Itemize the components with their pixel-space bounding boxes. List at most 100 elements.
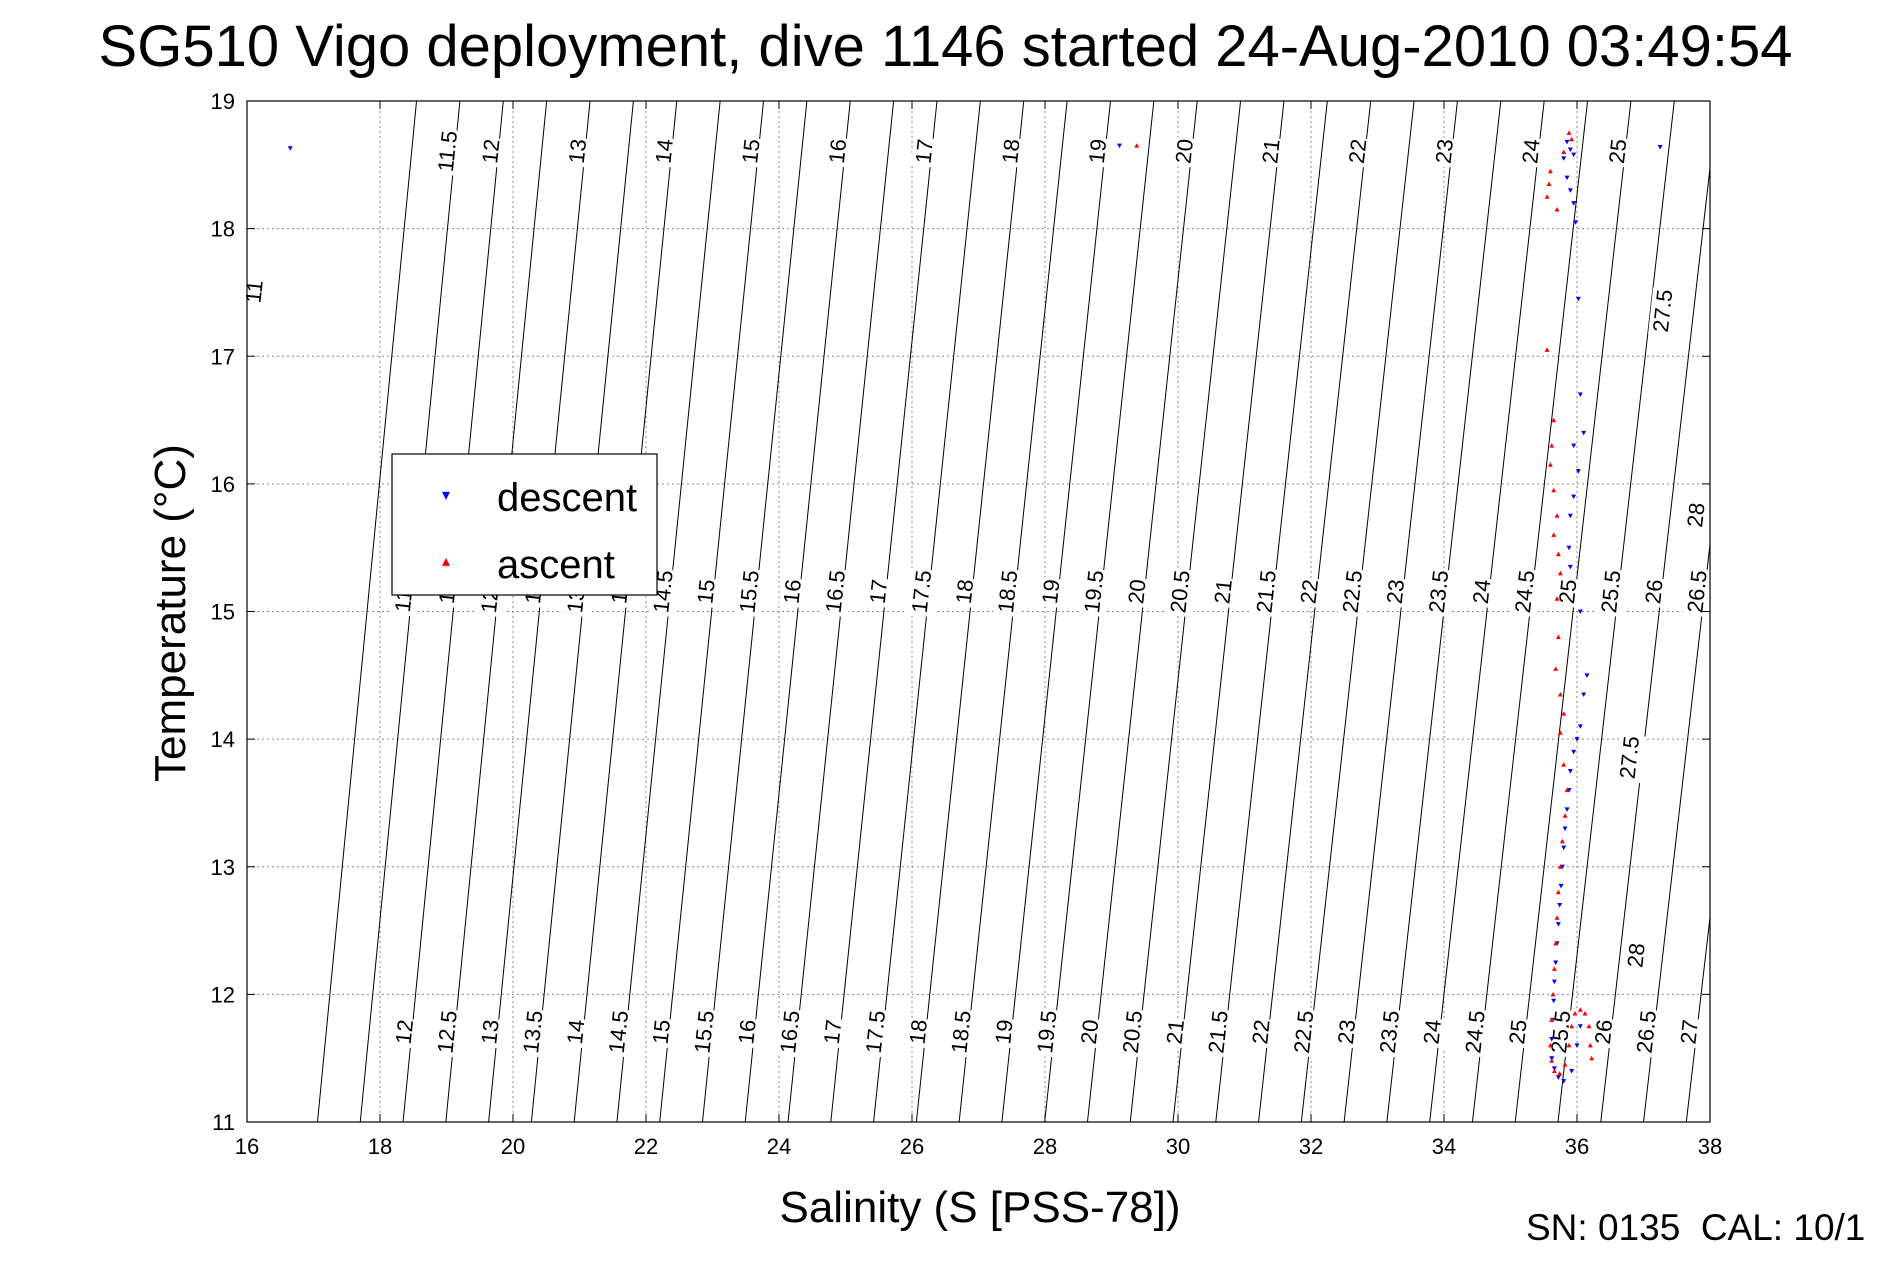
isopycnal-label-background — [1589, 1017, 1620, 1049]
descent-point — [1553, 960, 1559, 965]
isopycnal-label: 15 — [692, 578, 719, 605]
descent-point — [1574, 1043, 1580, 1048]
isopycnal-label: 14.5 — [604, 1009, 633, 1054]
isopycnal-label-background — [562, 1017, 592, 1049]
isopycnal-label-group: 26.5 — [1682, 567, 1715, 618]
isopycnal-label: 24.5 — [1460, 1009, 1489, 1054]
isopycnal-label-background — [1123, 577, 1154, 609]
isopycnal-line — [573, 101, 678, 1122]
ascent-point — [1546, 181, 1552, 186]
isopycnal-label-background — [823, 136, 854, 169]
descent-point — [1575, 469, 1581, 474]
isopycnal-label-background — [1430, 136, 1461, 169]
isopycnal-label-group: 19 — [990, 1017, 1021, 1049]
isopycnal-label-background — [1682, 567, 1715, 618]
isopycnal-label-group: 24 — [1517, 136, 1548, 169]
x-tick-label: 26 — [900, 1134, 924, 1159]
isopycnal-label: 20 — [1076, 1018, 1103, 1045]
descent-point — [1577, 724, 1583, 729]
isopycnal-label: 25 — [1504, 1018, 1531, 1045]
isopycnal-label-group: 21.5 — [1203, 1008, 1236, 1058]
isopycnal-label-background — [910, 136, 941, 169]
isopycnal-label-group: 23.5 — [1375, 1008, 1407, 1058]
isopycnal-label-group: 27 — [1675, 1017, 1706, 1049]
isopycnal-label-group: 19 — [1084, 136, 1114, 169]
isopycnal-label: 16.5 — [821, 569, 850, 614]
isopycnal-label-group: 21.5 — [1251, 567, 1284, 618]
isopycnal-label: 18.5 — [993, 569, 1022, 614]
ascent-point — [1587, 1042, 1593, 1048]
isopycnal-label-group: 25 — [1604, 136, 1635, 169]
isopycnal-label-group: 20.5 — [1117, 1008, 1150, 1058]
descent-point — [1657, 144, 1663, 150]
descent-point — [1567, 564, 1573, 570]
ascent-point — [1555, 889, 1561, 895]
y-tick-label: 11 — [212, 1110, 235, 1135]
isopycnal-label-group: 19.5 — [1079, 567, 1112, 618]
ascent-point — [1551, 966, 1557, 971]
isopycnal-label: 13 — [564, 138, 591, 165]
x-tick-label: 38 — [1698, 1134, 1722, 1159]
y-tick-label: 16 — [211, 472, 235, 497]
ascent-point — [1557, 864, 1563, 869]
ascent-point — [1554, 513, 1560, 518]
descent-point — [1567, 769, 1573, 774]
isopycnal-label-background — [647, 1017, 678, 1049]
descent-point — [1581, 430, 1587, 436]
axis-ticks: 16 18 20 22 24 26 28 30 32 34 36 38 11 12 13 14 15 16 17 18… — [211, 89, 1723, 1159]
ascent-point — [1582, 1011, 1588, 1016]
isopycnal-label: 27.5 — [1648, 288, 1677, 333]
y-tick-label: 13 — [211, 855, 235, 880]
isopycnal-label: 26 — [1640, 578, 1667, 605]
isopycnal-label-background — [432, 1008, 465, 1058]
isopycnal-label: 12 — [391, 1018, 418, 1045]
ascent-point — [1550, 991, 1556, 997]
isopycnal-label: 19.5 — [1032, 1009, 1061, 1054]
isopycnal-label-group: 15 — [737, 136, 768, 169]
isopycnal-label-group: 16 — [733, 1017, 764, 1049]
isopycnal-label-group: 28 — [1682, 500, 1713, 532]
isopycnal-label-group: 21 — [1257, 136, 1288, 169]
isopycnal-label: 21 — [1209, 578, 1236, 605]
descent-point — [1577, 609, 1583, 614]
isopycnal-label-group: 20 — [1171, 136, 1201, 169]
isopycnal-label-group: 25.5 — [1546, 1008, 1579, 1058]
descent-point — [1571, 443, 1577, 449]
isopycnal-label: 11.5 — [433, 129, 462, 173]
isopycnal-label-background — [1084, 136, 1114, 169]
isopycnal-label: 24.5 — [1510, 569, 1539, 614]
serial-calibration-note: SN: 0135 CAL: 10/1 — [1526, 1207, 1866, 1248]
isopycnal-label-background — [433, 128, 465, 177]
isopycnal-label-background — [603, 1008, 636, 1058]
isopycnal-label-background — [1604, 136, 1635, 169]
isopycnal-label: 16 — [733, 1018, 760, 1045]
isopycnal-label-group: 26.5 — [1632, 1008, 1664, 1058]
isopycnal-label: 26.5 — [1632, 1009, 1661, 1054]
isopycnal-label-background — [1622, 940, 1653, 973]
isopycnal-label-group: 20 — [1123, 577, 1154, 609]
descent-point — [1564, 175, 1570, 181]
isopycnal-label-background — [860, 1008, 893, 1058]
legend-label-descent: descent — [497, 476, 637, 520]
descent-point — [1571, 749, 1577, 755]
isopycnal-label: 27.5 — [1615, 735, 1644, 780]
ascent-point — [1553, 940, 1559, 946]
descent-point — [1564, 139, 1570, 145]
isopycnal-line — [659, 101, 765, 1122]
isopycnal-label: 15.5 — [689, 1009, 718, 1054]
ascent-point — [1564, 787, 1570, 793]
ascent-point — [1566, 1042, 1572, 1048]
isopycnal-label-background — [518, 1008, 551, 1058]
isopycnal-label-background — [1117, 1008, 1150, 1058]
isopycnal-label-background — [1682, 500, 1713, 532]
isopycnal-label-group: 14 — [562, 1017, 592, 1049]
isopycnal-label-background — [734, 567, 767, 618]
y-axis-label: Temperature (°C) — [146, 444, 195, 782]
isopycnal-label-background — [1596, 567, 1629, 618]
isopycnal-label: 25 — [1604, 138, 1631, 165]
descent-point — [1571, 201, 1577, 206]
isopycnal-label-background — [775, 1008, 808, 1058]
isopycnal-label: 17.5 — [907, 569, 936, 614]
descent-point — [287, 146, 293, 151]
descent-point — [1575, 296, 1581, 302]
